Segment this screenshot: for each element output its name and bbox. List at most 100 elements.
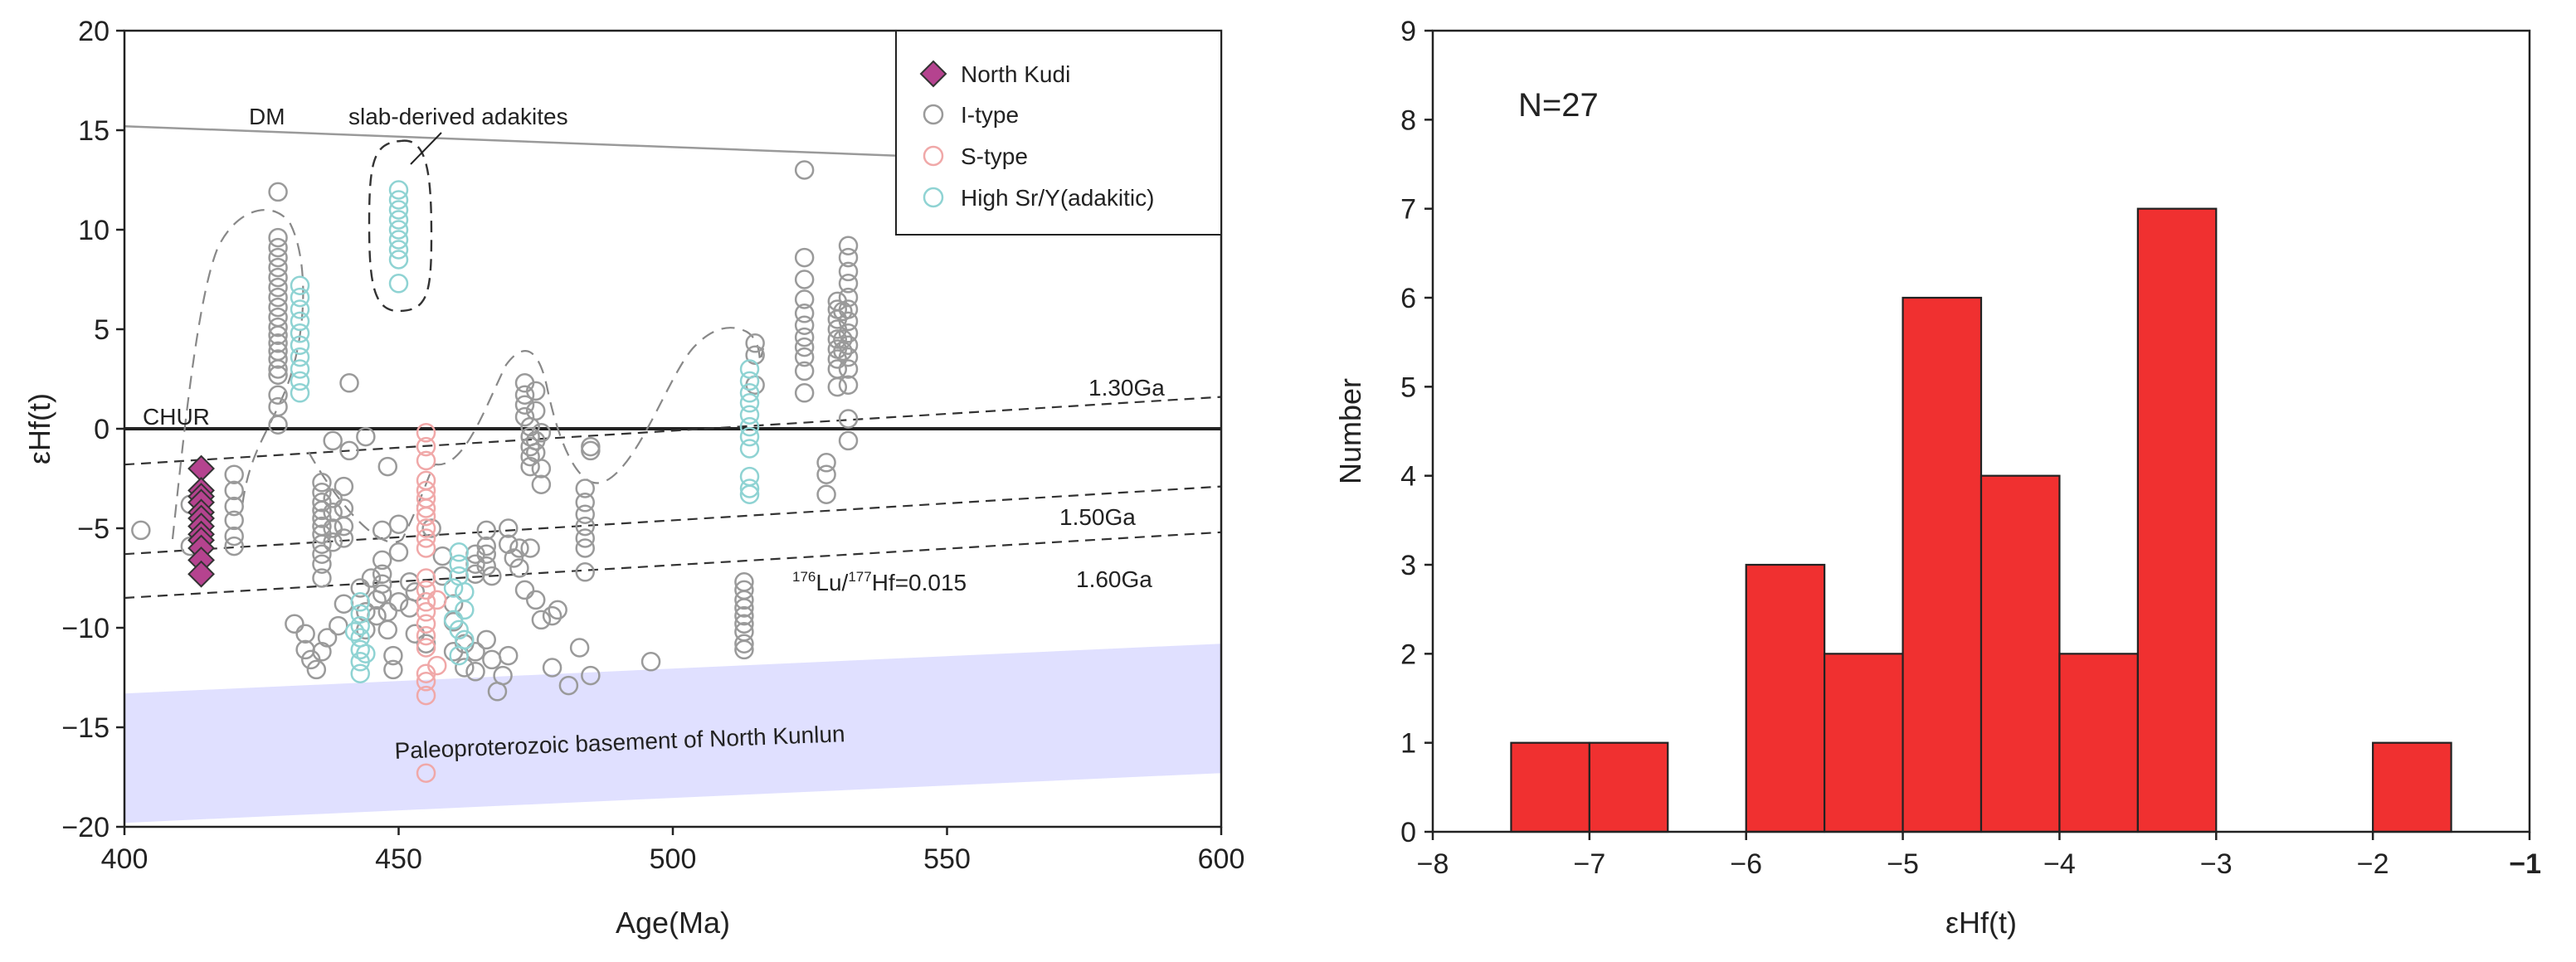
point-i-type — [388, 542, 409, 562]
point-i-type — [224, 510, 244, 531]
point-i-type — [350, 578, 370, 598]
left-x-axis-label: Age(Ma) — [616, 906, 730, 940]
histogram-bar — [2058, 653, 2139, 833]
point-high-sr-y-adakitic — [449, 542, 469, 562]
point-high-sr-y-adakitic — [290, 335, 310, 355]
point-high-sr-y-adakitic — [388, 250, 409, 270]
point-i-type — [745, 345, 765, 365]
legend-box — [895, 30, 1222, 236]
point-i-type — [509, 538, 529, 558]
point-high-sr-y-adakitic — [350, 615, 370, 636]
x-tick-label: 450 — [375, 843, 422, 875]
lu-sup: 176 — [792, 569, 816, 585]
x-tick-label: −7 — [1573, 848, 1605, 880]
point-i-type — [838, 236, 859, 255]
point-i-type — [816, 453, 836, 473]
point-i-type — [312, 500, 332, 521]
right-y-axis-label: Number — [1333, 378, 1367, 484]
point-i-type — [312, 534, 332, 554]
histogram-bar — [1902, 296, 1983, 833]
lu-text: Lu/ — [816, 570, 848, 595]
point-high-sr-y-adakitic — [356, 644, 376, 663]
point-high-sr-y-adakitic — [739, 426, 760, 447]
point-i-type — [268, 385, 288, 405]
point-s-type — [416, 423, 436, 443]
point-i-type — [838, 287, 859, 308]
point-i-type — [838, 375, 859, 395]
point-i-type — [838, 261, 859, 282]
point-s-type — [416, 580, 436, 600]
point-i-type — [388, 592, 409, 612]
point-i-type — [372, 584, 392, 604]
point-i-type — [339, 373, 359, 393]
point-s-type — [416, 518, 436, 538]
point-i-type — [377, 456, 398, 477]
point-i-type — [268, 237, 288, 258]
point-high-sr-y-adakitic — [388, 240, 409, 260]
envelope-adakite — [368, 139, 433, 313]
point-high-sr-y-adakitic — [388, 180, 409, 200]
point-i-type — [838, 247, 859, 268]
right-plot-frame — [1431, 29, 2531, 833]
point-high-sr-y-adakitic — [739, 484, 760, 504]
point-i-type — [745, 333, 765, 353]
point-high-sr-y-adakitic — [290, 323, 310, 343]
x-tick-label: −6 — [1730, 848, 1762, 880]
dm-label: DM — [249, 104, 285, 129]
ga160-label: 1.60Ga — [1076, 566, 1152, 592]
legend-s-type-label: S-type — [961, 143, 1028, 169]
x-tick-label: 550 — [923, 843, 971, 875]
point-high-sr-y-adakitic — [388, 190, 409, 210]
point-i-type — [361, 568, 382, 588]
point-i-type — [405, 624, 426, 644]
point-i-type — [531, 610, 552, 630]
point-i-type — [493, 665, 513, 686]
point-i-type — [531, 474, 552, 494]
point-i-type — [526, 401, 546, 421]
point-i-type — [520, 436, 540, 457]
point-i-type — [323, 518, 343, 538]
point-i-type — [131, 520, 151, 541]
x-tick-label: −8 — [1417, 848, 1449, 880]
point-i-type — [794, 315, 815, 335]
y-tick-label: −15 — [61, 712, 110, 744]
point-i-type — [306, 659, 327, 680]
legend-north-kudi-marker — [919, 60, 947, 88]
point-i-type — [455, 658, 475, 678]
point-i-type — [372, 520, 392, 541]
point-i-type — [334, 476, 354, 497]
legend-high-sry-label: High Sr/Y(adakitic) — [961, 185, 1154, 211]
basement-field — [124, 644, 1221, 824]
chur-label: CHUR — [143, 404, 210, 430]
point-i-type — [526, 381, 546, 401]
point-i-type — [383, 645, 403, 666]
point-i-type — [520, 456, 540, 477]
point-i-type — [388, 514, 409, 534]
point-i-type — [794, 304, 815, 323]
point-high-sr-y-adakitic — [443, 578, 464, 598]
point-i-type — [509, 558, 529, 578]
point-high-sr-y-adakitic — [739, 405, 760, 425]
point-high-sr-y-adakitic — [290, 299, 310, 319]
point-s-type — [416, 614, 436, 634]
y-tick-label: 10 — [78, 215, 110, 246]
point-i-type — [312, 473, 332, 493]
histogram-bar — [1979, 474, 2061, 833]
point-s-type — [416, 592, 436, 612]
point-i-type — [476, 520, 497, 541]
legend-i-type-marker — [923, 104, 944, 125]
scatter-points — [131, 160, 859, 783]
point-high-sr-y-adakitic — [455, 600, 475, 620]
point-i-type — [827, 377, 848, 397]
point-i-type — [734, 598, 754, 618]
point-i-type — [575, 516, 595, 537]
point-i-type — [734, 614, 754, 634]
point-i-type — [827, 329, 848, 349]
point-i-type — [312, 568, 332, 588]
point-i-type — [504, 548, 524, 568]
point-i-type — [312, 554, 332, 574]
point-i-type — [734, 590, 754, 610]
point-i-type — [317, 628, 338, 648]
point-i-type — [285, 614, 304, 634]
